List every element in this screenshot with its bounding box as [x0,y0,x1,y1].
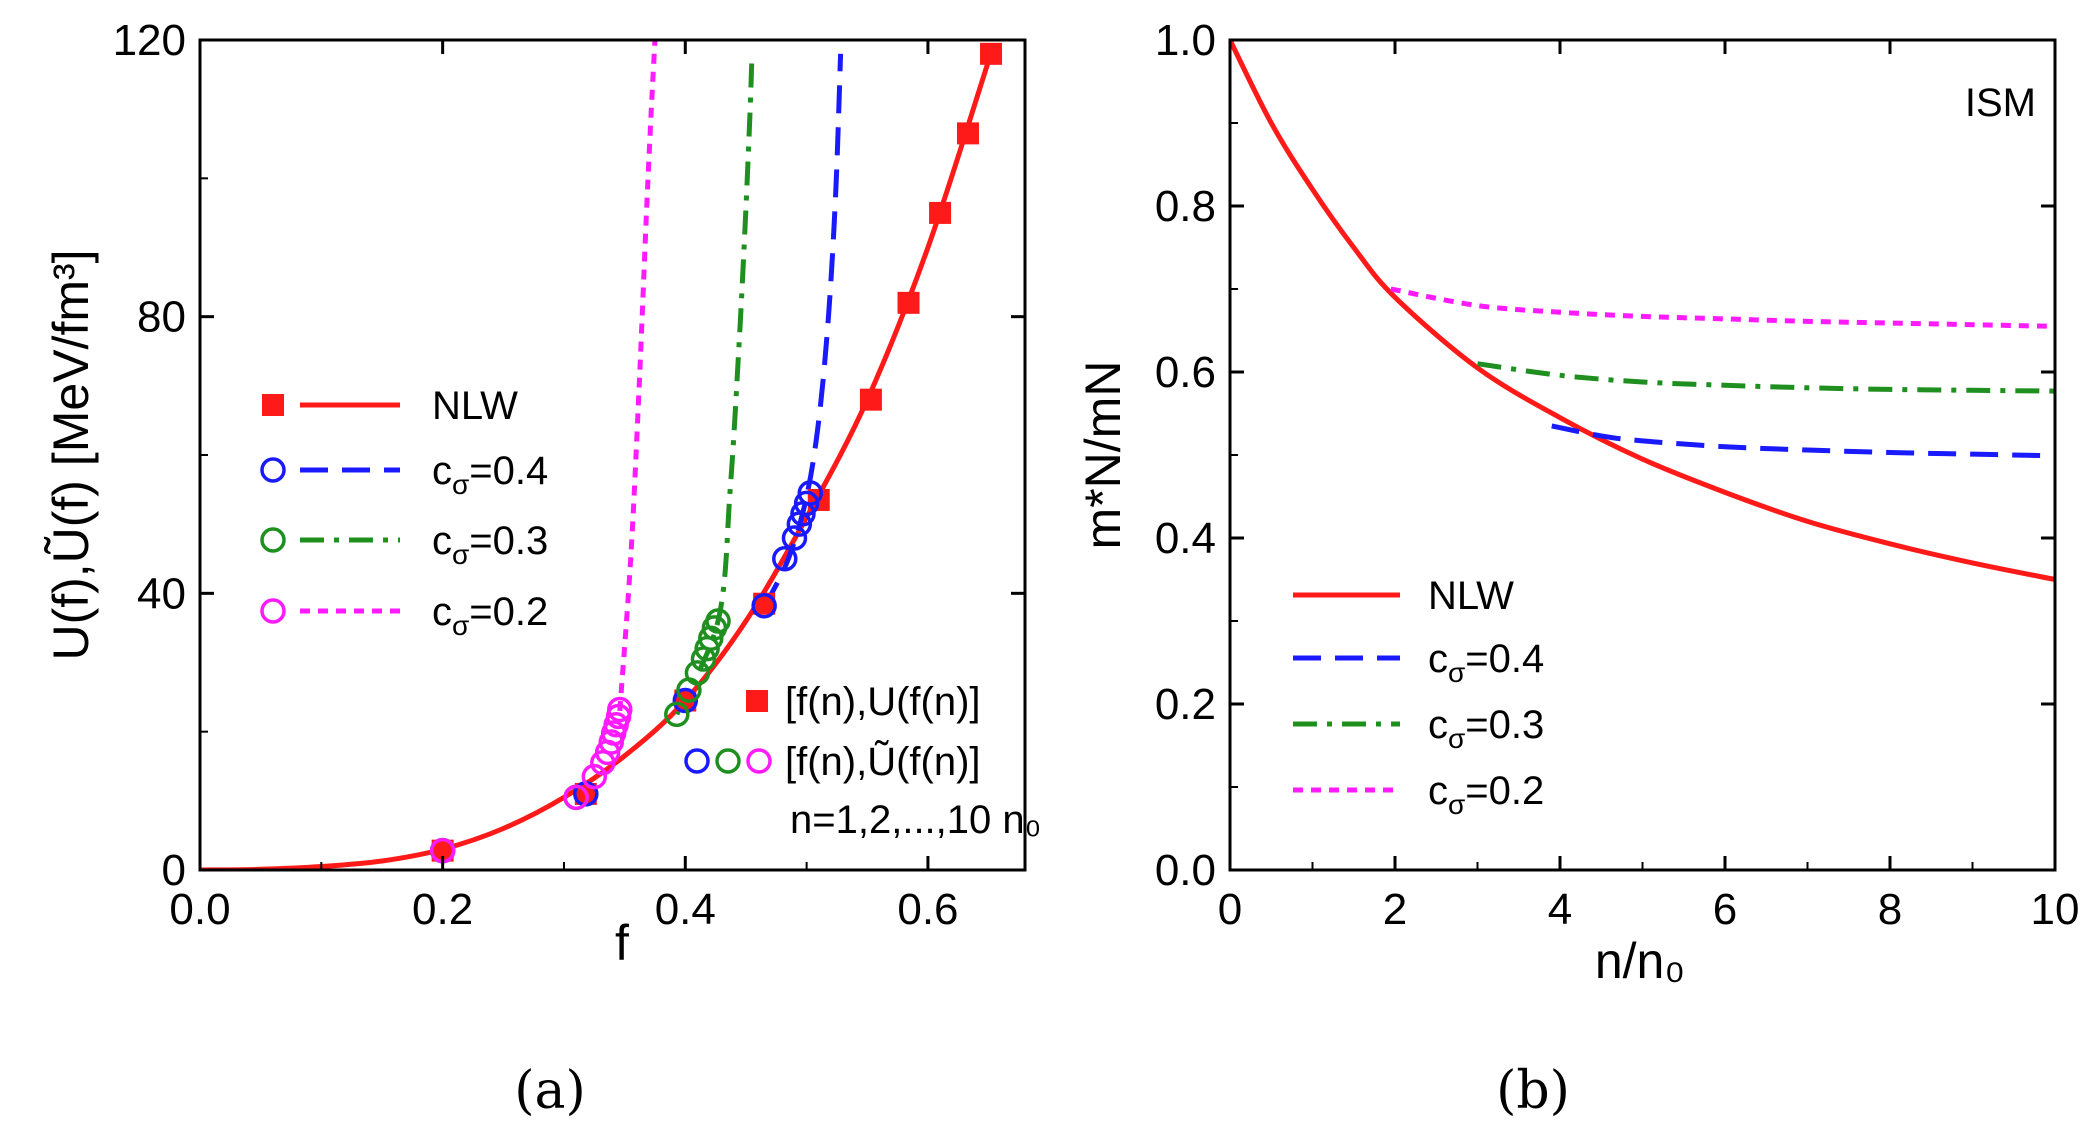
legend-c02-label: cσ=0.2 [432,590,548,641]
legend-b-nlw-label: NLW [1428,574,1514,618]
panel-a-series-line-2 [674,53,755,716]
panel-a-ylabel: U(f),Ũ(f) [MeV/fm³] [43,249,99,660]
annotation-nlw-points: [f(n),U(f(n)] [785,680,981,724]
panel-a: 0.0 0.2 0.4 0.6 0 40 80 120 NLW cσ=0.4 cσ=0.3 c… [43,16,1041,1121]
panel-b-series-line-0 [1230,40,2055,582]
panel-b-ism-label: ISM [1965,81,2036,125]
panel-b-ylabel: m*N/mN [1075,361,1131,550]
panel-a-series-0-marker [929,201,952,224]
panel-a-annotations: [f(n),U(f(n)] [f(n),Ũ(f(n)] n=1,2,...,10… [684,680,1041,842]
panel-a-series-1-marker [781,525,808,551]
panel-b-label: (b) [1496,1061,1570,1121]
panel-a-xtick-label: 0.6 [897,885,958,934]
legend-c03-marker [260,527,286,553]
panel-b-xtick-label: 6 [1713,885,1737,934]
legend-c04-marker [260,457,286,483]
panel-b-ytick-label: 0.0 [1155,846,1216,895]
panel-a-series-2-marker [684,660,711,686]
legend-c04-label: cσ=0.4 [432,449,548,500]
panel-b-ytick-label: 0.6 [1155,348,1216,397]
panel-a-series-0-marker [980,42,1003,65]
panel-a-series-2-marker [664,701,690,728]
legend-b-c04-label: cσ=0.4 [1428,637,1544,688]
panel-b-series-line-2 [1477,361,2055,394]
annotation-magenta-circle [746,748,772,774]
panel-a-series-1-marker [751,593,777,619]
legend-nlw-marker [262,394,284,416]
panel-a-series-0-marker [431,839,454,862]
legend-b-c02-label: cσ=0.2 [1428,769,1544,820]
legend-c02-marker [260,598,286,624]
panel-a-xtick-label: 0.4 [655,885,716,934]
annotation-green-circle [715,748,741,774]
panel-a-ytick-label: 80 [137,293,186,342]
panel-a-ytick-label: 0 [162,846,186,895]
panel-a-xtick-label: 0.2 [412,885,473,934]
panel-b-ytick-label: 0.2 [1155,680,1216,729]
panel-b-xtick-label: 8 [1878,885,1902,934]
panel-a-series-3-marker [581,763,608,790]
panel-a-ytick-label: 120 [113,16,186,65]
panel-b-xtick-label: 2 [1383,885,1407,934]
panel-b-xtick-label: 10 [2031,885,2080,934]
panel-a-series-2-marker [705,608,731,634]
panel-a-xtick-label: 0.0 [169,885,230,934]
panel-b-ytick-label: 1.0 [1155,16,1216,65]
panel-b-xlabel: n/n₀ [1595,933,1685,989]
annotation-density-range: n=1,2,...,10 n₀ [790,798,1041,842]
panel-b-legend: NLW cσ=0.4 cσ=0.3 cσ=0.2 [1293,574,1544,820]
panel-a-series-line-3 [617,40,658,712]
panel-a-series-1-marker [797,480,824,506]
annotation-blue-circle [684,748,710,774]
panel-a-label: (a) [514,1061,586,1121]
panel-a-ytick-label: 40 [137,569,186,618]
panel-b-series-line-3 [1390,286,2055,329]
legend-nlw-label: NLW [432,384,518,428]
panel-a-series-0-marker [897,291,920,314]
panel-a-xlabel: f [615,915,629,971]
legend-b-c03-label: cσ=0.3 [1428,703,1544,754]
panel-b-series-line-1 [1551,423,2055,459]
panel-a-series-3-marker [563,784,589,811]
panel-a-series-1-marker [772,546,798,572]
panel-a-series-0-marker [859,388,882,411]
panel-b-ytick-label: 0.4 [1155,514,1216,563]
panel-a-series-3-marker [607,696,633,723]
panel-b: 0 2 4 6 8 10 0.0 0.2 0.4 0.6 0.8 1.0 ISM NLW cσ=0.4… [1075,16,2079,1121]
panel-a-series-line-0 [200,59,991,870]
panel-a-legend: NLW cσ=0.4 cσ=0.3 cσ=0.2 [260,384,548,641]
panel-b-ytick-label: 0.8 [1155,182,1216,231]
annotation-model-points: [f(n),Ũ(f(n)] [785,739,981,784]
legend-c03-label: cσ=0.3 [432,519,548,570]
annotation-nlw-marker [746,690,768,712]
panel-a-series-0-marker [956,122,979,145]
panel-b-xtick-label: 0 [1218,885,1242,934]
panel-b-xtick-label: 4 [1548,885,1572,934]
